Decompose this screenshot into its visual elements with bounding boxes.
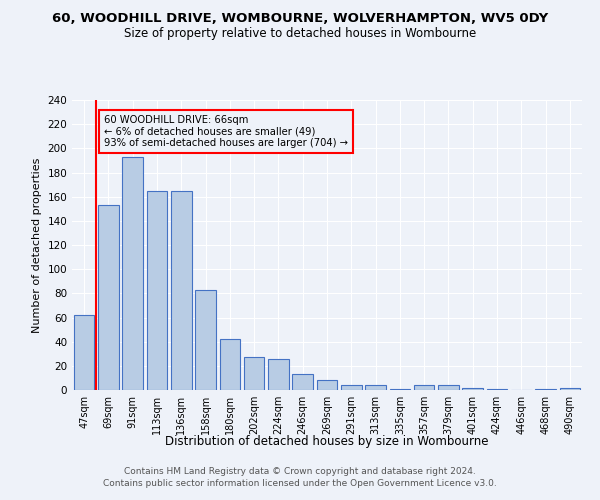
Bar	[389, 389, 410, 390]
Bar	[463, 388, 483, 390]
Bar	[146, 190, 167, 390]
Text: Contains HM Land Registry data © Crown copyright and database right 2024.: Contains HM Land Registry data © Crown c…	[124, 467, 476, 476]
Bar	[171, 190, 191, 390]
Text: 60, WOODHILL DRIVE, WOMBOURNE, WOLVERHAMPTON, WV5 0DY: 60, WOODHILL DRIVE, WOMBOURNE, WOLVERHAM…	[52, 12, 548, 26]
Bar	[365, 385, 386, 390]
Bar	[98, 205, 119, 390]
Text: Size of property relative to detached houses in Wombourne: Size of property relative to detached ho…	[124, 28, 476, 40]
Bar	[268, 358, 289, 390]
Bar	[244, 358, 265, 390]
Bar	[414, 385, 434, 390]
Bar	[195, 290, 216, 390]
Bar	[535, 389, 556, 390]
Text: Contains public sector information licensed under the Open Government Licence v3: Contains public sector information licen…	[103, 478, 497, 488]
Bar	[438, 385, 459, 390]
Bar	[560, 388, 580, 390]
Text: Distribution of detached houses by size in Wombourne: Distribution of detached houses by size …	[165, 435, 489, 448]
Y-axis label: Number of detached properties: Number of detached properties	[32, 158, 42, 332]
Bar	[317, 380, 337, 390]
Bar	[341, 385, 362, 390]
Bar	[487, 389, 508, 390]
Bar	[220, 339, 240, 390]
Bar	[74, 315, 94, 390]
Bar	[292, 374, 313, 390]
Bar	[122, 157, 143, 390]
Text: 60 WOODHILL DRIVE: 66sqm
← 6% of detached houses are smaller (49)
93% of semi-de: 60 WOODHILL DRIVE: 66sqm ← 6% of detache…	[104, 114, 347, 148]
